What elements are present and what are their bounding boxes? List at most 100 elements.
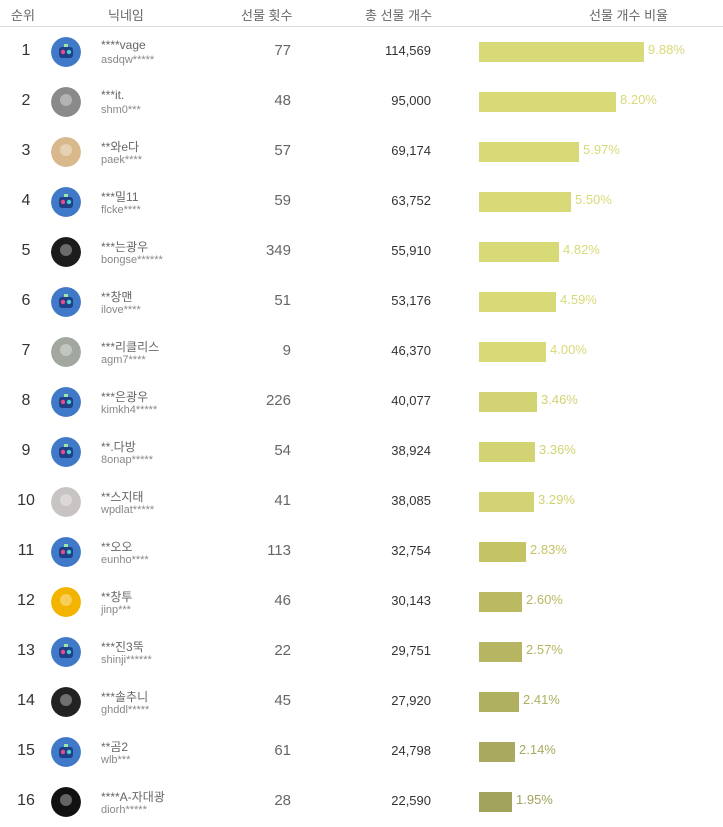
table-row[interactable]: 7 ***리클리스 agm7**** 9 46,370 4.00% [0,327,723,377]
table-row[interactable]: 2 ***it. shm0*** 48 95,000 8.20% [0,77,723,127]
nickname[interactable]: **오오 [101,540,133,554]
default-logo-icon[interactable] [51,737,81,767]
table-row[interactable]: 5 ***는광우 bongse****** 349 55,910 4.82% [0,227,723,277]
default-logo-icon[interactable] [51,287,81,317]
total-gifts: 95,000 [391,93,431,108]
total-gifts: 40,077 [391,393,431,408]
avatar[interactable] [51,337,81,367]
total-gifts: 30,143 [391,593,431,608]
user-id: eunho**** [101,554,149,566]
rank-number: 14 [17,692,35,709]
ratio-label: 5.50% [575,192,612,207]
nickname[interactable]: ***밀11 [101,190,139,204]
user-id: 8onap***** [101,454,153,466]
gift-count: 48 [274,92,291,109]
table-row[interactable]: 11 **오오 eunho**** 113 32,754 2.83% [0,527,723,577]
user-id: shinji****** [101,654,152,666]
table-row[interactable]: 9 **.다방 8onap***** 54 38,924 3.36% [0,427,723,477]
table-row[interactable]: 16 ****A-자대광 diorh***** 28 22,590 1.95% [0,777,723,827]
nickname[interactable]: ****A-자대광 [101,790,165,804]
rank-number: 5 [21,242,31,259]
total-gifts: 24,798 [391,743,431,758]
table-row[interactable]: 6 **창맨 ilove**** 51 53,176 4.59% [0,277,723,327]
total-gifts: 38,924 [391,443,431,458]
table-row[interactable]: 10 **스지태 wpdlat***** 41 38,085 3.29% [0,477,723,527]
default-logo-icon[interactable] [51,187,81,217]
rank-number: 8 [21,392,31,409]
default-logo-icon[interactable] [51,37,81,67]
avatar[interactable] [51,237,81,267]
avatar[interactable] [51,787,81,817]
nickname[interactable]: ***진3뚝 [101,640,144,654]
nickname[interactable]: **.다방 [101,440,136,454]
header-total-gifts: 총 선물 개수 [365,8,433,23]
total-gifts: 63,752 [391,193,431,208]
ratio-label: 3.46% [541,392,578,407]
nickname[interactable]: ***it. [101,88,125,102]
user-id: ghddl***** [101,704,150,716]
ratio-label: 9.88% [648,42,685,57]
ratio-bar [479,192,571,212]
rank-number: 11 [17,542,35,559]
table-row[interactable]: 15 **곰2 wlb*** 61 24,798 2.14% [0,727,723,777]
table-row[interactable]: 3 **와e다 paek**** 57 69,174 5.97% [0,127,723,177]
ratio-bar [479,442,535,462]
total-gifts: 46,370 [391,343,431,358]
user-id: bongse****** [101,254,163,266]
nickname[interactable]: ****vage [101,38,146,52]
nickname[interactable]: ***리클리스 [101,340,160,354]
nickname[interactable]: **창맨 [101,290,133,304]
total-gifts: 29,751 [391,643,431,658]
nickname[interactable]: ***은광우 [101,390,149,404]
avatar[interactable] [51,587,81,617]
gift-count: 57 [274,142,291,159]
user-id: asdqw***** [101,54,155,66]
default-logo-icon[interactable] [51,387,81,417]
default-logo-icon[interactable] [51,637,81,667]
total-gifts: 32,754 [391,543,431,558]
ratio-bar [479,692,519,712]
default-logo-icon[interactable] [51,537,81,567]
ratio-label: 3.29% [538,492,575,507]
ratio-bar [479,242,559,262]
avatar[interactable] [51,137,81,167]
rank-number: 4 [21,192,31,209]
avatar[interactable] [51,687,81,717]
ranking-table-body: 1 ****vage asdqw***** 77 114,569 9.88% 2… [0,27,723,827]
ratio-label: 1.95% [516,792,553,807]
gift-count: 349 [265,242,291,259]
avatar[interactable] [51,487,81,517]
table-row[interactable]: 1 ****vage asdqw***** 77 114,569 9.88% [0,27,723,77]
nickname[interactable]: ***는광우 [101,240,149,254]
total-gifts: 114,569 [384,43,431,58]
rank-number: 9 [21,442,31,459]
nickname[interactable]: **와e다 [101,140,140,154]
gift-count: 45 [274,692,291,709]
ratio-label: 2.41% [523,692,560,707]
gift-count: 51 [274,292,291,309]
gift-count: 113 [267,542,291,559]
ratio-label: 2.60% [526,592,563,607]
table-row[interactable]: 14 ***솔추니 ghddl***** 45 27,920 2.41% [0,677,723,727]
table-row[interactable]: 4 ***밀11 flcke**** 59 63,752 5.50% [0,177,723,227]
nickname[interactable]: ***솔추니 [101,690,149,704]
ratio-bar [479,492,534,512]
rank-number: 3 [21,142,31,159]
avatar[interactable] [51,87,81,117]
nickname[interactable]: **곰2 [101,740,129,754]
user-id: ilove**** [101,304,141,316]
ratio-label: 4.00% [550,342,587,357]
default-logo-icon[interactable] [51,437,81,467]
header-gift-count: 선물 횟수 [241,8,293,23]
table-row[interactable]: 13 ***진3뚝 shinji****** 22 29,751 2.57% [0,627,723,677]
ratio-bar [479,342,546,362]
user-id: jinp*** [101,604,131,616]
nickname[interactable]: **창투 [101,590,133,604]
ratio-bar [479,792,512,812]
table-row[interactable]: 12 **창투 jinp*** 46 30,143 2.60% [0,577,723,627]
table-row[interactable]: 8 ***은광우 kimkh4***** 226 40,077 3.46% [0,377,723,427]
gift-count: 46 [274,592,291,609]
rank-number: 1 [21,42,31,59]
ratio-label: 2.57% [526,642,563,657]
nickname[interactable]: **스지태 [101,490,144,504]
